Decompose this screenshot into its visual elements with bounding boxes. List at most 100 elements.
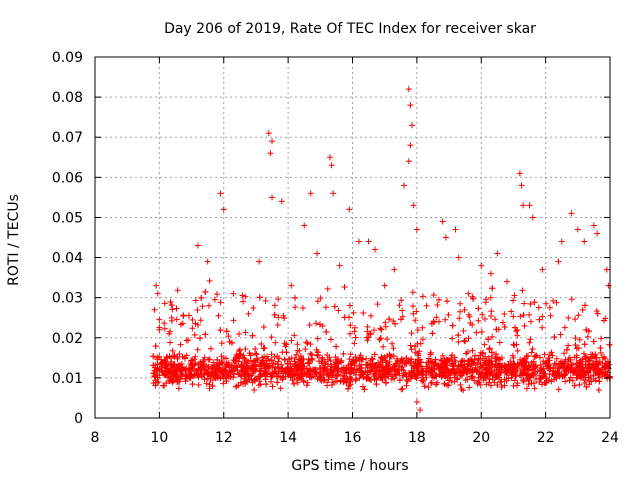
- data-point: [430, 291, 437, 298]
- data-point: [294, 379, 301, 386]
- gridlines: [95, 57, 610, 418]
- data-point: [510, 382, 517, 389]
- data-point: [421, 383, 428, 390]
- data-point: [343, 369, 350, 376]
- data-point: [409, 122, 416, 129]
- data-point: [486, 345, 493, 352]
- data-point: [408, 330, 415, 337]
- data-point: [457, 381, 464, 388]
- data-point: [328, 363, 335, 370]
- data-point: [177, 341, 184, 348]
- data-point: [376, 336, 383, 343]
- data-point: [571, 382, 578, 389]
- data-point: [484, 369, 491, 376]
- data-point: [319, 354, 326, 361]
- data-point: [398, 366, 405, 373]
- data-point: [327, 336, 334, 343]
- data-point: [550, 365, 557, 372]
- data-point: [384, 336, 391, 343]
- data-point: [590, 222, 597, 229]
- data-point: [189, 381, 196, 388]
- data-point: [494, 250, 501, 257]
- data-point: [505, 375, 512, 382]
- y-tick-label: 0.01: [52, 371, 83, 387]
- data-point: [213, 362, 220, 369]
- data-point: [443, 368, 450, 375]
- x-tick-labels: 8 10 12 14 16 18 20 22 24: [91, 430, 619, 446]
- data-point: [536, 378, 543, 385]
- data-point: [347, 322, 354, 329]
- data-point: [531, 353, 538, 360]
- data-point: [417, 340, 424, 347]
- data-point: [465, 311, 472, 318]
- data-point: [505, 367, 512, 374]
- data-point: [501, 311, 508, 318]
- data-point: [486, 379, 493, 386]
- data-point: [508, 369, 515, 376]
- data-point: [508, 374, 515, 381]
- data-point: [575, 312, 582, 319]
- data-point: [159, 369, 166, 376]
- data-point: [356, 354, 363, 361]
- data-point: [380, 343, 387, 350]
- data-point: [403, 355, 410, 362]
- data-point: [401, 182, 407, 189]
- data-point: [372, 371, 379, 378]
- data-point: [156, 316, 163, 323]
- data-point: [496, 356, 503, 363]
- data-point: [341, 283, 348, 290]
- data-point: [527, 318, 534, 325]
- data-point: [512, 377, 519, 384]
- data-point: [462, 376, 469, 383]
- data-point: [427, 349, 434, 356]
- data-point: [492, 360, 499, 367]
- data-point: [365, 238, 372, 245]
- data-point: [306, 360, 313, 367]
- data-point: [466, 384, 473, 391]
- data-point: [341, 375, 348, 382]
- data-point: [572, 342, 579, 349]
- data-point: [216, 366, 223, 373]
- data-point: [168, 302, 175, 309]
- data-point: [367, 367, 374, 374]
- data-point: [307, 366, 314, 373]
- data-point: [546, 377, 553, 384]
- data-point: [287, 360, 294, 367]
- data-point: [442, 234, 449, 241]
- data-point: [597, 345, 604, 352]
- data-point: [267, 378, 274, 385]
- data-point: [220, 206, 227, 213]
- data-point: [202, 331, 209, 338]
- data-point: [567, 374, 574, 381]
- data-point: [528, 359, 535, 366]
- data-point: [178, 364, 185, 371]
- data-point: [450, 361, 457, 368]
- data-point: [582, 361, 589, 368]
- x-tick-label: 16: [344, 430, 362, 446]
- data-point: [189, 325, 196, 332]
- data-point: [573, 345, 580, 352]
- data-point: [457, 308, 464, 315]
- data-point: [161, 325, 168, 332]
- data-point: [249, 370, 256, 377]
- data-point: [371, 327, 378, 334]
- data-point: [593, 307, 600, 314]
- data-point: [414, 326, 421, 333]
- data-point: [321, 376, 328, 383]
- data-point: [296, 347, 303, 354]
- data-point: [462, 338, 469, 345]
- data-point: [398, 297, 405, 304]
- data-point: [189, 316, 196, 323]
- data-point: [333, 343, 340, 350]
- axis-ticks: [94, 56, 611, 419]
- data-point: [278, 361, 285, 368]
- x-tick-label: 18: [408, 430, 426, 446]
- data-point: [182, 355, 189, 362]
- data-point: [390, 345, 397, 352]
- data-point: [392, 320, 399, 327]
- data-point: [249, 332, 256, 339]
- data-point: [558, 238, 565, 245]
- data-point: [254, 357, 261, 364]
- data-point: [202, 288, 209, 295]
- data-point: [351, 340, 358, 347]
